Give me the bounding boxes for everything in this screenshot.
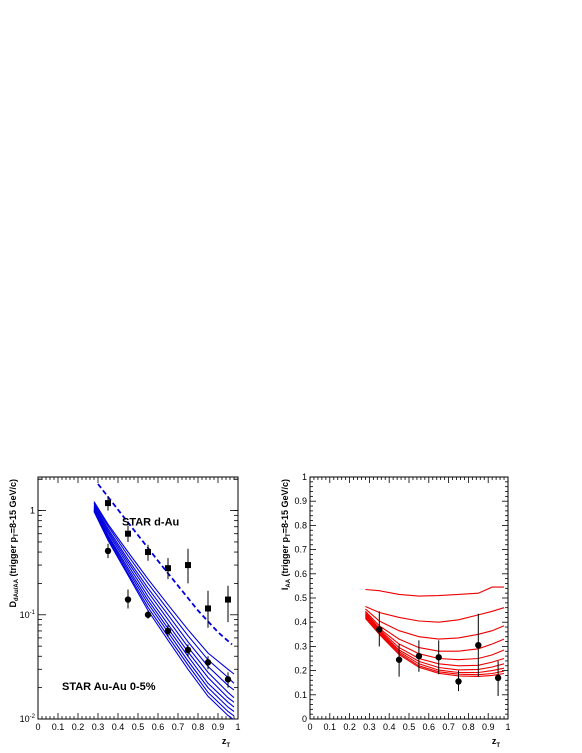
x-tick-label: 0.7	[172, 722, 185, 732]
theory-curve	[93, 502, 235, 684]
data-point-circle	[415, 652, 423, 660]
plot-area	[93, 483, 235, 719]
plot-area	[364, 586, 505, 697]
data-point-square	[165, 565, 171, 572]
y-tick-label: 0.9	[294, 496, 307, 506]
data-point-circle	[494, 674, 502, 682]
data-point-square	[185, 562, 191, 569]
x-tick-label: 0.3	[363, 722, 376, 732]
theory-curve	[93, 506, 235, 699]
data-point-square	[145, 549, 151, 556]
x-tick-label: 0.4	[112, 722, 125, 732]
data-point-circle	[164, 627, 172, 635]
y-tick-label: 0.3	[294, 641, 307, 651]
y-tick-label: 0.2	[294, 666, 307, 676]
x-tick-label: 0.5	[132, 722, 145, 732]
data-point-circle	[455, 678, 462, 685]
data-point-circle	[395, 656, 403, 663]
theory-curve	[364, 614, 505, 671]
theory-curve	[365, 586, 504, 597]
x-tick-label: 1	[235, 722, 240, 732]
x-tick-label: 0.2	[72, 722, 85, 732]
theory-curve	[93, 504, 235, 691]
x-tick-label: 0.3	[92, 722, 105, 732]
data-point-circle	[475, 641, 482, 649]
y-tick-label: 0	[302, 714, 307, 724]
theory-curve	[365, 605, 505, 623]
theory-curve	[365, 610, 505, 652]
y-tick-label: 1	[302, 472, 307, 482]
y-tick-label: 10-1	[20, 610, 36, 620]
x-axis-label: zT	[492, 736, 501, 749]
data-point-circle	[224, 676, 232, 683]
y-tick-label: 0.8	[294, 520, 307, 530]
x-axis-label: zT	[222, 736, 231, 749]
data-point-circle	[435, 654, 442, 661]
plot-frame	[309, 476, 509, 720]
y-axis-label: IAA (trigger pT=8-15 GeV/c)	[280, 479, 292, 590]
data-point-square	[225, 596, 231, 603]
x-tick-label: 0.9	[482, 722, 495, 732]
theory-curve	[365, 608, 505, 640]
x-tick-label: 0.6	[152, 722, 165, 732]
x-tick-label: 0.1	[52, 722, 65, 732]
y-tick-label: 0.4	[294, 617, 307, 627]
x-tick-label: 0	[307, 722, 312, 732]
left-panel: 0 0.1 0.2 0.3 0.4 0.5 0.6 0.7 0.8 0.9 1 1 10-1 10-2 zT…	[8, 476, 241, 749]
y-tick-label: 0.7	[294, 545, 307, 555]
x-tick-label: 0.2	[343, 722, 356, 732]
data-point-square	[125, 530, 131, 537]
data-point-circle	[204, 659, 212, 666]
data-point-circle	[144, 611, 152, 618]
x-tick-label: 0.8	[462, 722, 475, 732]
x-tick-label: 0.7	[442, 722, 455, 732]
theory-curve	[93, 501, 235, 675]
x-tick-label: 0.1	[324, 722, 337, 732]
x-tick-label: 1	[505, 722, 510, 732]
data-point-square	[105, 500, 111, 507]
theory-curve	[93, 507, 235, 703]
x-tick-label: 0.9	[212, 722, 225, 732]
data-point-circle	[184, 646, 192, 654]
data-point-square	[205, 605, 211, 612]
y-tick-label: 10-2	[20, 714, 36, 724]
data-point-circle	[104, 547, 112, 555]
data-point-circle	[124, 596, 132, 603]
annotation: STAR d-Au	[122, 516, 179, 528]
theory-curve	[93, 511, 234, 719]
data-point-circle	[376, 626, 383, 633]
y-tick-label: 1	[30, 506, 35, 516]
y-tick-label: 0.1	[294, 690, 307, 700]
y-axis-label: DdAu/AA (trigger pT=8-15 GeV/c)	[8, 479, 20, 607]
y-tick-label: 0.6	[294, 569, 307, 579]
x-tick-label: 0	[35, 722, 40, 732]
x-tick-label: 0.5	[403, 722, 416, 732]
x-tick-label: 0.4	[383, 722, 396, 732]
x-tick-label: 0.6	[423, 722, 436, 732]
annotation: STAR Au-Au 0-5%	[62, 681, 156, 693]
y-tick-label: 0.5	[294, 593, 307, 603]
x-tick-label: 0.8	[192, 722, 205, 732]
right-panel: 0 0.1 0.2 0.3 0.4 0.5 0.6 0.7 0.8 0.9 1 0 0.1 0.2 0.3 0…	[280, 472, 511, 749]
